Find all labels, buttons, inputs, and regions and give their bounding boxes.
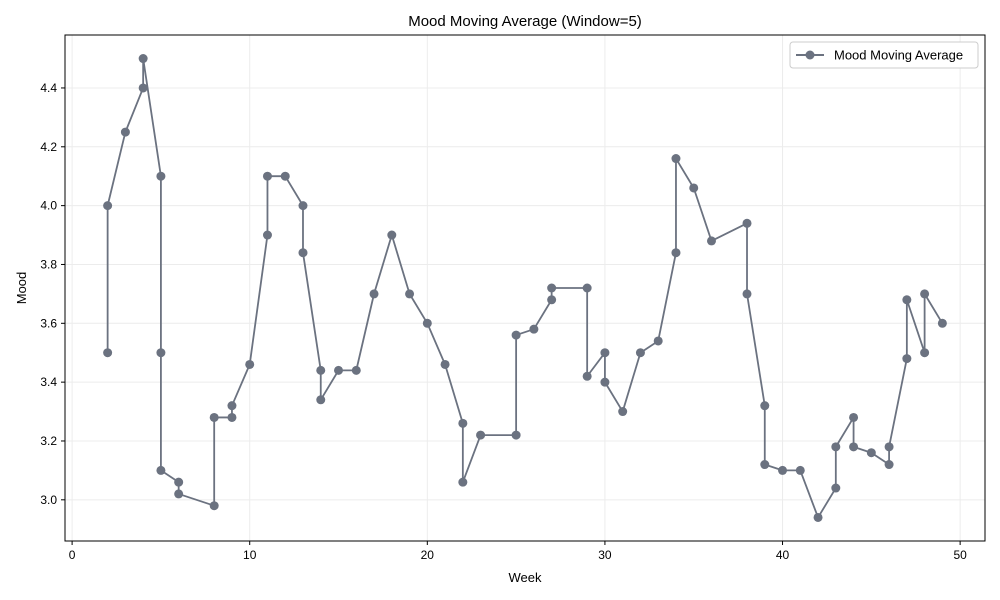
y-tick-label: 3.8	[40, 257, 57, 271]
data-point	[653, 336, 663, 346]
data-point	[884, 442, 894, 452]
data-point	[813, 512, 823, 522]
data-point	[440, 359, 450, 369]
legend-box	[789, 41, 979, 69]
y-tick-label: 4.2	[40, 140, 57, 154]
x-tick-label: 0	[69, 548, 76, 562]
data-point	[920, 289, 930, 299]
data-point	[298, 201, 308, 211]
legend-label: Mood Moving Average	[834, 48, 963, 63]
data-point	[635, 348, 645, 358]
grid-layer	[65, 35, 985, 541]
data-point	[795, 465, 805, 475]
data-point	[671, 154, 681, 164]
data-point	[547, 295, 557, 305]
x-tick-label: 30	[598, 548, 612, 562]
data-point	[511, 430, 521, 440]
data-point	[600, 377, 610, 387]
data-point	[103, 348, 113, 358]
x-tick-label: 40	[776, 548, 790, 562]
y-tick-label: 3.6	[40, 316, 57, 330]
data-point	[689, 183, 699, 193]
chart-title: Mood Moving Average (Window=5)	[408, 13, 642, 30]
data-point	[600, 348, 610, 358]
data-point	[316, 395, 326, 405]
data-point	[209, 412, 219, 422]
y-tick-label: 4.0	[40, 199, 57, 213]
data-point	[582, 371, 592, 381]
data-point	[529, 324, 539, 334]
data-point	[671, 248, 681, 258]
data-point	[884, 460, 894, 470]
data-point	[120, 127, 130, 137]
data-point	[511, 330, 521, 340]
data-point	[156, 171, 166, 181]
data-point	[298, 248, 308, 258]
data-point	[103, 201, 113, 211]
y-tick-label: 3.2	[40, 434, 57, 448]
data-point	[760, 401, 770, 411]
data-point	[262, 171, 272, 181]
data-point	[742, 218, 752, 228]
x-tick-label: 50	[953, 548, 967, 562]
data-point	[156, 465, 166, 475]
data-point	[742, 289, 752, 299]
data-point	[227, 412, 237, 422]
series-layer	[103, 54, 947, 522]
data-point	[387, 230, 397, 240]
data-point	[706, 236, 716, 246]
data-point	[760, 460, 770, 470]
legend: Mood Moving Average	[789, 41, 979, 69]
data-point	[245, 359, 255, 369]
data-point	[920, 348, 930, 358]
x-axis-label: Week	[509, 570, 542, 585]
data-point	[227, 401, 237, 411]
data-point	[778, 465, 788, 475]
data-point	[174, 489, 184, 499]
data-point	[156, 348, 166, 358]
data-point	[138, 54, 148, 64]
data-point	[866, 448, 876, 458]
plot-frame	[64, 34, 986, 542]
data-point	[280, 171, 290, 181]
data-point	[902, 354, 912, 364]
data-point	[316, 365, 326, 375]
data-point	[618, 407, 628, 417]
data-point	[262, 230, 272, 240]
data-point	[334, 365, 344, 375]
data-point	[831, 442, 841, 452]
legend-marker-swatch	[805, 50, 815, 60]
y-tick-label: 4.4	[40, 81, 57, 95]
data-point	[138, 83, 148, 93]
data-point	[405, 289, 415, 299]
data-point	[849, 412, 859, 422]
y-tick-label: 3.4	[40, 375, 57, 389]
data-point	[476, 430, 486, 440]
data-point	[351, 365, 361, 375]
tick-layer: 0 10 20 30 40 50 3.0 3.2 3.4 3.6 3.8 4.0 4.2 4.4	[40, 81, 967, 562]
data-point	[458, 418, 468, 428]
data-point	[422, 318, 432, 328]
data-point	[174, 477, 184, 487]
y-axis-label: Mood	[14, 272, 29, 305]
y-tick-label: 3.0	[40, 493, 57, 507]
data-point	[209, 501, 219, 511]
data-point	[547, 283, 557, 293]
x-tick-label: 10	[243, 548, 257, 562]
data-point	[937, 318, 947, 328]
data-point	[902, 295, 912, 305]
data-point	[369, 289, 379, 299]
data-point	[849, 442, 859, 452]
x-tick-label: 20	[421, 548, 435, 562]
data-point	[458, 477, 468, 487]
data-point	[831, 483, 841, 493]
data-point	[582, 283, 592, 293]
